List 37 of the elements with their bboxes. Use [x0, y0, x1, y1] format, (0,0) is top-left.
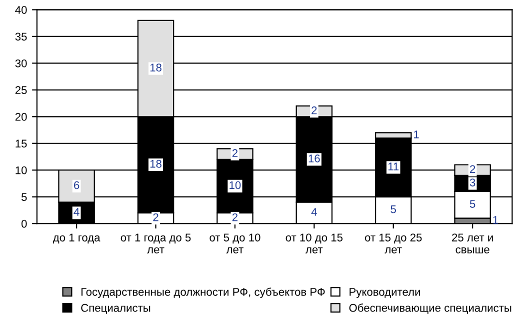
- x-tick-label: от 5 до 10 лет: [210, 234, 260, 254]
- legend-label: Обеспечивающие специалисты: [349, 304, 512, 314]
- data-label: 5: [390, 205, 396, 214]
- data-label: 3: [470, 178, 476, 186]
- data-label: 6: [74, 181, 80, 190]
- legend-label: Государственные должности РФ, субъектов РФ: [81, 288, 325, 298]
- data-label: 4: [74, 208, 80, 216]
- x-tick-label: 25 лет и свыше: [452, 234, 493, 254]
- y-tick-label: 15: [16, 140, 27, 148]
- data-label: 2: [232, 213, 238, 222]
- y-tick-label: 40: [15, 6, 27, 14]
- data-label: 2: [470, 165, 476, 173]
- data-label: 2: [312, 106, 317, 114]
- data-label: 10: [230, 181, 241, 190]
- data-label: 1: [493, 216, 498, 224]
- legend-label: Специалисты: [81, 304, 150, 314]
- data-label: 2: [232, 149, 238, 157]
- data-label: 4: [311, 208, 317, 216]
- y-tick-label: 10: [16, 166, 27, 174]
- data-label: 18: [150, 160, 162, 168]
- x-tick-label: от 15 до 25 лет: [365, 234, 422, 254]
- y-tick-label: 5: [22, 193, 27, 201]
- y-tick-label: 0: [21, 220, 27, 228]
- data-label: 5: [470, 200, 476, 208]
- x-tick-label: от 1 года до 5 лет: [120, 234, 191, 254]
- data-label: 1: [414, 130, 419, 138]
- data-label: 18: [150, 64, 162, 72]
- data-label: 11: [388, 162, 399, 170]
- data-label: 2: [153, 213, 158, 222]
- y-tick-label: 25: [15, 86, 27, 94]
- y-tick-label: 20: [15, 112, 27, 121]
- legend-label: Руководители: [350, 288, 420, 298]
- y-tick-label: 35: [15, 32, 27, 41]
- x-tick-label: до 1 года: [52, 234, 100, 244]
- y-tick-label: 30: [15, 59, 27, 68]
- x-tick-label: от 10 до 15 лет: [286, 234, 343, 254]
- data-label: 16: [308, 154, 320, 162]
